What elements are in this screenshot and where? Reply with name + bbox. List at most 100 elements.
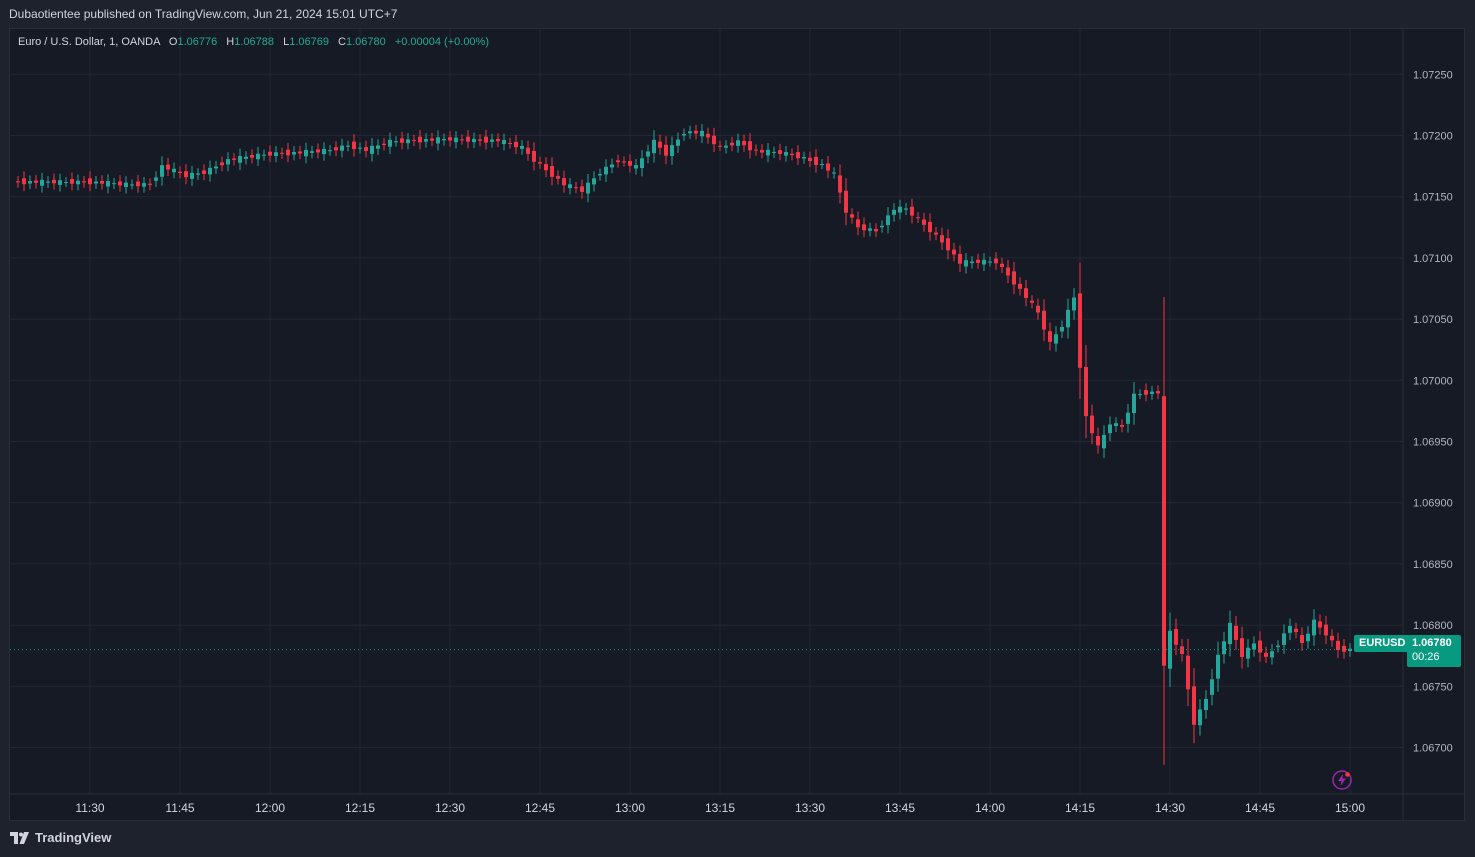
candle-body	[784, 152, 788, 156]
price-tick-label: 1.06800	[1413, 620, 1453, 632]
candle-body	[130, 184, 134, 186]
candle-body	[508, 142, 512, 144]
price-tick-label: 1.06950	[1413, 436, 1453, 448]
candle-body	[436, 137, 440, 144]
candle-body	[418, 136, 422, 143]
candle-body	[46, 181, 50, 183]
candle-body	[712, 135, 716, 145]
candle-body	[808, 157, 812, 162]
candle-body	[112, 183, 116, 185]
close-label: C	[338, 36, 346, 48]
candle-body	[370, 145, 374, 154]
candle-body	[184, 171, 188, 178]
candle-body	[826, 163, 830, 171]
candle-body	[706, 133, 710, 138]
candle-body	[346, 145, 350, 147]
candle-body	[442, 138, 446, 141]
candle-body	[292, 151, 296, 155]
time-tick-label: 11:30	[75, 801, 104, 815]
candle-body	[160, 165, 164, 177]
candle-body	[238, 155, 242, 163]
price-tick-label: 1.06850	[1413, 559, 1453, 571]
candle-body	[400, 138, 404, 143]
candle-body	[646, 151, 650, 157]
candle-body	[1174, 629, 1178, 645]
candle-body	[1306, 633, 1310, 642]
candle-body	[100, 180, 104, 184]
candle-body	[892, 209, 896, 215]
candle-body	[562, 178, 566, 186]
high-label: H	[226, 36, 235, 48]
candle-body	[1114, 423, 1118, 427]
candle-body	[340, 145, 344, 151]
price-tick-label: 1.06900	[1413, 498, 1453, 510]
candle-body	[76, 180, 80, 185]
candle-body	[376, 145, 380, 149]
candle-body	[1012, 271, 1016, 285]
candle-body	[670, 145, 674, 157]
candle-body	[1276, 645, 1280, 648]
candle-body	[1006, 267, 1010, 276]
candle-body	[802, 157, 806, 159]
time-tick-label: 12:00	[255, 801, 285, 815]
candle-body	[34, 180, 38, 183]
time-tick-label: 15:00	[1335, 801, 1365, 815]
candle-body	[1000, 263, 1004, 267]
candle-body	[1102, 434, 1106, 449]
candle-body	[916, 217, 920, 219]
candle-body	[1336, 640, 1340, 651]
candle-body	[982, 259, 986, 265]
tradingview-brand[interactable]: TradingView	[10, 830, 111, 845]
candle-body	[364, 147, 368, 152]
candle-body	[1240, 638, 1244, 658]
candle-body	[490, 139, 494, 142]
candle-body	[940, 235, 944, 243]
candle-body	[796, 152, 800, 159]
candle-body	[328, 150, 332, 152]
candle-body	[754, 149, 758, 151]
lightning-alert-icon[interactable]	[1331, 769, 1353, 791]
candle-body	[778, 150, 782, 154]
candle-body	[16, 181, 20, 183]
candle-body	[1264, 652, 1268, 657]
publisher-bar: Dubaotientee published on TradingView.co…	[0, 0, 1475, 28]
price-tick-label: 1.07200	[1413, 130, 1453, 142]
candle-body	[874, 229, 878, 232]
candle-body	[454, 137, 458, 143]
candle-body	[1216, 654, 1220, 679]
candle-body	[544, 164, 548, 171]
low-label: L	[283, 36, 290, 48]
candle-body	[1258, 640, 1262, 653]
candle-body	[148, 183, 152, 185]
candle-body	[616, 160, 620, 163]
candle-body	[1090, 415, 1094, 434]
candle-body	[946, 238, 950, 251]
candle-body	[82, 181, 86, 183]
tradingview-brand-text: TradingView	[35, 830, 112, 845]
candle-body	[1024, 288, 1028, 298]
candle-body	[256, 153, 260, 160]
candle-body	[970, 261, 974, 264]
chart-pane[interactable]: 1.07250 1.07200 1.07150 1.07100 1.07050 1.070…	[9, 28, 1465, 821]
candle-body	[598, 173, 602, 176]
candle-body	[1228, 622, 1232, 645]
candlestick-chart[interactable]: 1.07250 1.07200 1.07150 1.07100 1.07050 1.070…	[10, 29, 1464, 820]
candle-body	[556, 176, 560, 179]
candle-body	[964, 260, 968, 267]
candle-body	[268, 151, 272, 156]
candle-body	[526, 147, 530, 154]
candle-body	[772, 151, 776, 153]
candle-body	[1084, 367, 1088, 417]
candle-body	[202, 170, 206, 174]
candle-body	[178, 171, 182, 173]
candle-body	[664, 144, 668, 156]
candle-body	[652, 139, 656, 154]
candle-body	[658, 141, 662, 148]
candle-body	[832, 172, 836, 174]
candle-body	[28, 181, 32, 184]
time-tick-label: 11:45	[165, 801, 194, 815]
candle-body	[352, 141, 356, 150]
candle-body	[1150, 391, 1154, 394]
candle-body	[136, 181, 140, 187]
candle-body	[1342, 645, 1346, 652]
